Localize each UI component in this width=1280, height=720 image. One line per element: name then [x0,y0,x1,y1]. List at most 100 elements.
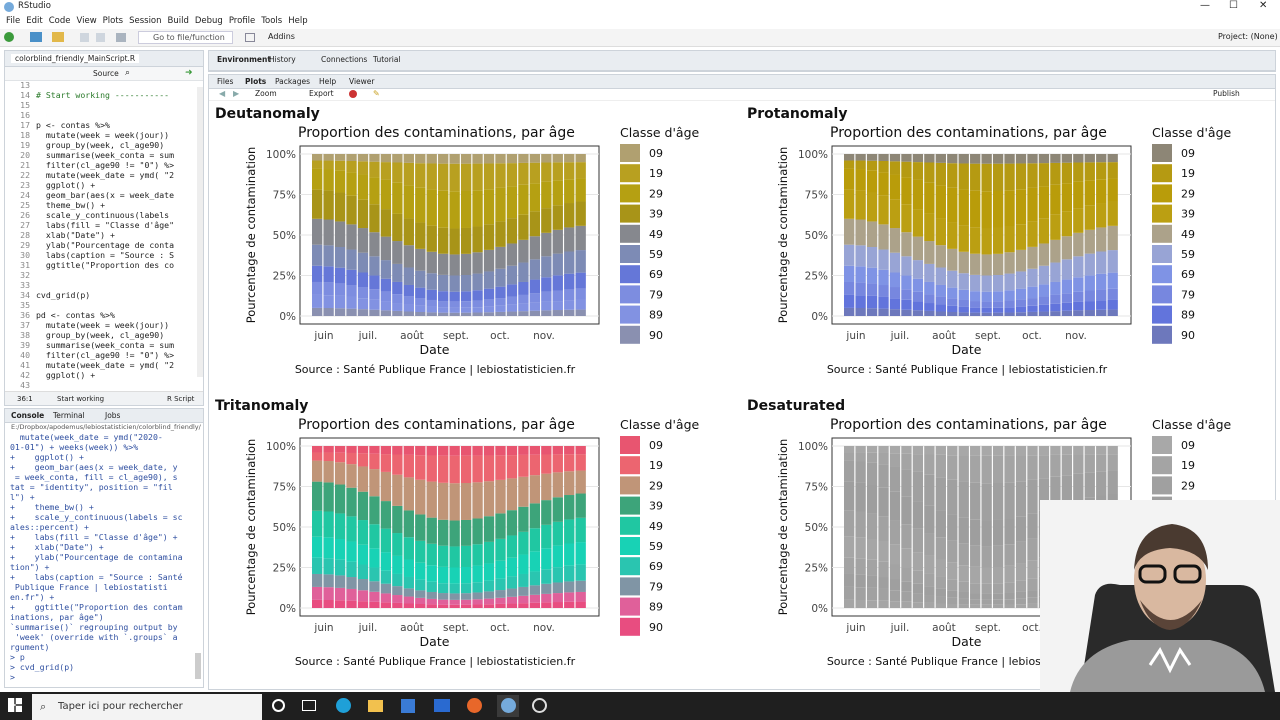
mail-icon[interactable] [434,699,450,712]
windows-start-icon[interactable] [8,698,22,712]
bar-segment [1004,163,1015,191]
print-icon[interactable] [116,33,126,42]
bar-segment [426,312,437,316]
menu-code[interactable]: Code [48,16,71,26]
code-text: group_by(week, cl_age90) [36,330,170,340]
new-project-icon[interactable] [30,32,42,42]
editor-scrollbar[interactable] [197,87,203,377]
tab-environment[interactable]: Environment [217,55,271,64]
tab-viewer[interactable]: Viewer [349,77,375,86]
section-menu[interactable]: Start working [57,395,105,403]
bar-segment [415,579,426,591]
line-number: 23 [20,180,30,190]
console-scrollbar[interactable] [195,653,201,679]
tab-console[interactable]: Console [11,411,45,420]
bar-segment [541,583,552,594]
menu-view[interactable]: View [76,16,97,26]
bar-segment [426,225,437,252]
menu-session[interactable]: Session [129,16,162,26]
bar-segment [970,455,981,483]
minimize-icon[interactable]: — [1200,0,1210,11]
code-text: summarise(week_conta = sum [36,340,175,350]
menu-tools[interactable]: Tools [261,16,283,26]
back-arrow-icon[interactable]: ◀ [219,89,226,98]
task-view-icon[interactable] [302,700,316,711]
menu-file[interactable]: File [6,16,21,26]
firefox-icon[interactable] [467,698,482,713]
search-icon[interactable]: ⌕ [125,68,131,78]
bar-segment [438,583,449,594]
bar-segment [878,452,889,465]
tab-plots[interactable]: Plots [245,77,267,86]
save-all-icon[interactable] [96,33,105,42]
console-output[interactable]: mutate(week_date = ymd("2020- 01-01") + … [10,432,183,682]
file-type-menu[interactable]: R Script [167,395,195,403]
close-icon[interactable]: ✕ [1259,0,1268,11]
menu-plots[interactable]: Plots [102,16,124,26]
open-file-icon[interactable] [52,32,64,42]
y-tick-label: 50% [805,230,828,242]
tab-history[interactable]: History [269,55,296,64]
bar-segment [472,446,483,456]
bar-segment [1027,246,1038,269]
bar-segment [958,565,969,582]
menu-build[interactable]: Build [167,16,189,26]
bar-segment [878,195,889,225]
zoom-button[interactable]: Zoom [255,89,277,98]
save-icon[interactable] [80,33,89,42]
bar-segment [369,204,380,233]
broom-icon[interactable]: ✎ [373,89,380,98]
bar-segment [323,266,334,283]
edge-icon[interactable] [336,698,351,713]
maximize-icon[interactable]: ☐ [1229,0,1238,11]
bar-segment [564,162,575,180]
addins-menu[interactable]: Addins [268,32,295,41]
remove-plot-icon[interactable] [349,90,357,98]
tab-help[interactable]: Help [319,77,337,86]
bar-segment [947,479,958,515]
bar-segment [575,564,586,581]
tab-connections[interactable]: Connections [321,55,368,64]
bar-segment [1027,538,1038,561]
cortana-icon[interactable] [272,699,285,712]
menu-profile[interactable]: Profile [228,16,256,26]
legend-swatch [620,245,640,263]
bar-segment [346,452,357,465]
menu-help[interactable]: Help [288,16,308,26]
tab-terminal[interactable]: Terminal [53,411,85,420]
bar-segment [889,199,901,229]
project-menu[interactable]: Project: (None) [1218,32,1278,41]
publish-button[interactable]: Publish [1213,89,1240,98]
export-button[interactable]: Export [309,89,334,98]
tab-jobs[interactable]: Jobs [105,411,121,420]
line-number: 16 [20,110,30,120]
bar-segment [866,160,878,171]
menu-edit[interactable]: Edit [26,16,43,26]
bar-segment [1015,189,1027,225]
source-button[interactable]: Source [93,69,119,78]
taskbar-search-input[interactable]: ⌕ Taper ici pour rechercher [32,694,262,720]
editor-file-tab[interactable]: colorblind_friendly_MainScript.R [11,54,140,63]
store-icon[interactable] [401,699,415,713]
menu-debug[interactable]: Debug [194,16,223,26]
forward-arrow-icon[interactable]: ▶ [233,89,240,98]
bar-segment [866,283,878,296]
grid-layout-icon[interactable] [245,33,255,42]
goto-file-input[interactable]: Go to file/function [138,31,233,44]
code-editor[interactable]: 13 14 # Start working ----------- 15 16 17 p <… [14,80,194,390]
plot-toolbar: ◀ ▶ Zoom Export ✎ Publish [209,89,1275,101]
run-icon[interactable]: ➜ [185,68,193,78]
tab-packages[interactable]: Packages [275,77,310,86]
tab-files[interactable]: Files [217,77,234,86]
bar-segment [495,187,506,222]
bar-segment [947,287,958,299]
tab-tutorial[interactable]: Tutorial [373,55,401,64]
file-explorer-icon[interactable] [368,700,383,712]
bar-segment [844,599,855,608]
bar-segment [438,253,449,275]
x-axis-label: Date [952,634,982,649]
bar-segment [981,567,992,584]
new-file-icon[interactable] [4,32,14,42]
obs-icon[interactable] [532,698,547,713]
legend-swatch [1152,305,1172,324]
